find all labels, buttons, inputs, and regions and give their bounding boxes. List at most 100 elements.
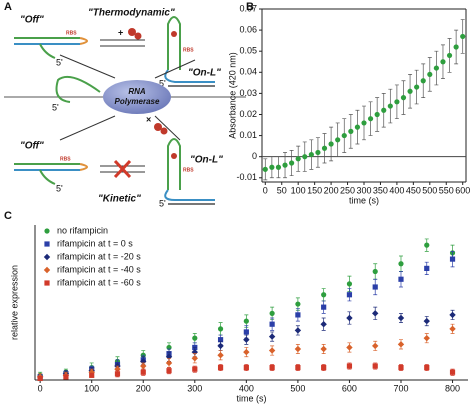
marker [308, 151, 314, 158]
marker [268, 347, 276, 354]
marker [217, 352, 224, 359]
marker [321, 145, 328, 151]
marker [433, 65, 439, 71]
marker [63, 374, 69, 380]
marker [321, 365, 327, 371]
marker [289, 160, 295, 166]
rna-off-bottom [14, 163, 88, 185]
y-axis-label: Absorbance (420 nm) [227, 52, 237, 139]
x-tick-label: 550 [439, 185, 454, 195]
marker [387, 103, 393, 109]
panel-a: A RBS 5' "Off" "Thermodynamic" + RBS 5' … [4, 1, 246, 208]
panel-label: C [4, 210, 12, 222]
times-sign: × [146, 114, 151, 124]
y-tick-label: 0.04 [239, 67, 257, 77]
x-tick-label: 500 [290, 383, 305, 393]
x-tick-label: 500 [422, 185, 437, 195]
marker [243, 318, 249, 324]
marker [372, 268, 378, 275]
marker [243, 365, 249, 371]
marker [37, 375, 43, 382]
marker [89, 372, 95, 378]
x-tick-label: 300 [187, 383, 202, 393]
marker [346, 363, 353, 369]
x-axis-label: time (s) [237, 393, 267, 403]
marker [269, 365, 275, 371]
arrow [154, 115, 181, 141]
marker [294, 327, 302, 334]
marker [140, 369, 146, 375]
marker [328, 141, 334, 147]
marker [374, 111, 380, 118]
marker [192, 335, 198, 341]
marker [166, 368, 172, 374]
marker [449, 256, 456, 262]
marker [140, 358, 147, 365]
legend-label: rifampicin at t = -20 s [57, 251, 141, 261]
marker [414, 84, 420, 90]
rna-polymerase [103, 80, 171, 114]
off-label: "Off" [20, 141, 44, 152]
marker [191, 355, 198, 362]
x-tick-label: 600 [342, 383, 357, 393]
marker [394, 99, 400, 105]
marker [262, 166, 268, 172]
marker [449, 325, 456, 333]
x-tick-label: 400 [389, 185, 404, 195]
marker [424, 242, 430, 248]
legend-marker [44, 228, 50, 234]
blocked-mark [113, 159, 132, 179]
x-tick-label: 450 [406, 185, 421, 195]
marker [407, 88, 413, 94]
marker [217, 342, 224, 350]
marker [217, 337, 224, 343]
marker [367, 116, 374, 122]
y-tick-label: -0.01 [236, 172, 257, 182]
off-label: "Off" [20, 15, 44, 26]
legend-label: no rifampicin [57, 225, 108, 235]
polymerase-label: Polymerase [115, 97, 160, 106]
marker [295, 365, 301, 371]
marker [424, 265, 430, 271]
y-tick-label: 0.06 [239, 24, 257, 34]
x-tick-label: 150 [307, 185, 322, 195]
marker [269, 310, 275, 316]
x-tick-label: 100 [291, 185, 306, 195]
ligand [171, 31, 177, 37]
ligand [171, 153, 177, 159]
on-label: "On-L" [190, 155, 223, 166]
legend-label: rifampicin at t = -40 s [57, 264, 141, 274]
marker [243, 329, 249, 335]
marker [460, 33, 466, 40]
marker [423, 317, 430, 325]
x-tick-label: 800 [445, 383, 460, 393]
legend-label: rifampicin at t = -60 s [57, 277, 141, 287]
marker [320, 345, 327, 353]
ligand [134, 32, 142, 40]
polymerase-label: RNA [128, 87, 146, 96]
marker [397, 314, 405, 322]
marker [217, 326, 224, 332]
rbs-label: RBS [183, 167, 194, 173]
marker [315, 149, 321, 156]
ligand [154, 123, 162, 131]
marker [217, 365, 224, 371]
marker [449, 369, 456, 375]
x-axis-label: time (s) [349, 195, 379, 205]
legend-marker [43, 266, 51, 274]
x-tick-label: 100 [84, 383, 99, 393]
five-prime: 5' [56, 57, 63, 67]
marker [449, 311, 456, 319]
legend-label: rifampicin at t = 0 s [57, 238, 133, 248]
x-tick-label: 400 [239, 383, 254, 393]
marker [243, 348, 250, 356]
rna-on-bottom [164, 138, 215, 205]
marker [346, 314, 353, 322]
marker [269, 164, 275, 170]
marker [398, 261, 404, 267]
marker [114, 371, 121, 377]
marker [243, 336, 250, 343]
arrow [59, 54, 116, 79]
marker [372, 363, 378, 369]
